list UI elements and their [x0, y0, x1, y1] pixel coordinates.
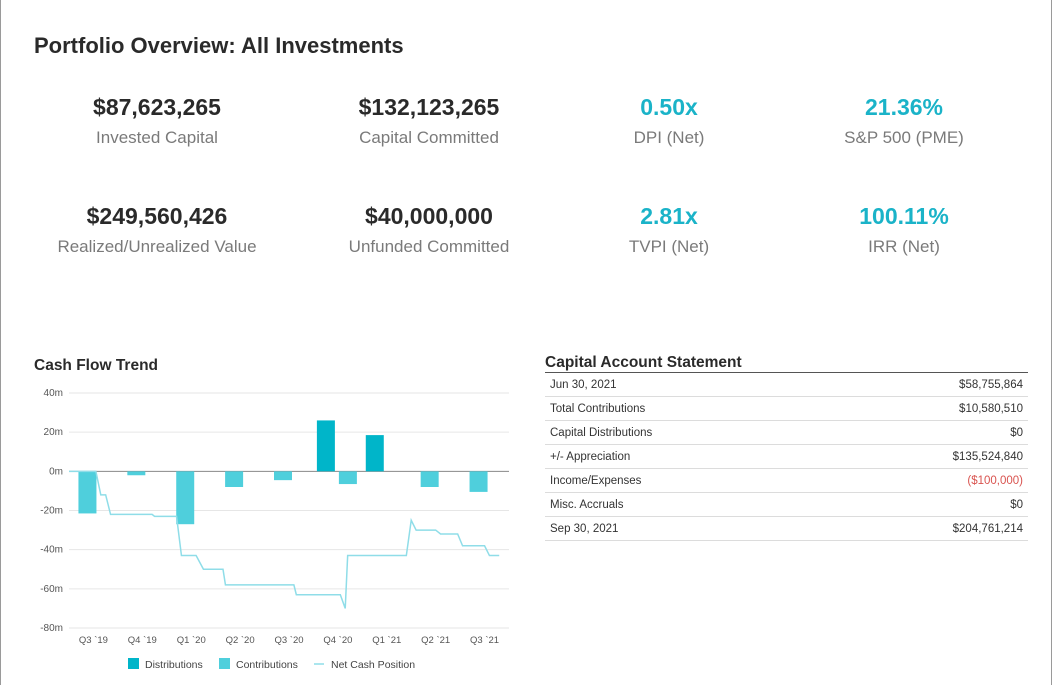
table-row: +/- Appreciation $135,524,840 [545, 445, 1028, 469]
y-tick-label: 40m [44, 388, 63, 399]
x-tick-label: Q3 `21 [470, 635, 499, 646]
legend-swatch [219, 658, 230, 669]
kpi-value: $87,623,265 [93, 94, 221, 120]
x-tick-label: Q4 `20 [323, 635, 352, 646]
kpi-label: Unfunded Committed [348, 237, 510, 256]
net-cash-line [69, 470, 500, 609]
row-label: Income/Expenses [550, 474, 642, 487]
distribution-bar [316, 420, 335, 472]
table-row: Total Contributions $10,580,510 [545, 397, 1028, 421]
y-tick-label: 20m [44, 427, 63, 438]
row-label: Misc. Accruals [550, 498, 624, 511]
page-title: Portfolio Overview: All Investments [34, 33, 404, 58]
kpi-value: $40,000,000 [365, 203, 493, 229]
legend-label: Net Cash Position [331, 659, 415, 671]
y-tick-label: -40m [40, 545, 63, 556]
kpi-label: DPI (Net) [633, 128, 705, 147]
x-tick-label: Q4 `19 [128, 635, 157, 646]
kpi-label: S&P 500 (PME) [844, 128, 964, 147]
kpi-value: 2.81x [640, 203, 698, 229]
row-value: $58,755,864 [959, 378, 1023, 391]
legend-swatch [128, 658, 139, 669]
x-tick-label: Q2 `20 [226, 635, 255, 646]
cash-flow-title: Cash Flow Trend [34, 357, 159, 374]
table-row: Income/Expenses ($100,000) [545, 469, 1028, 493]
kpi-unfunded-committed: $40,000,000 Unfunded Committed [299, 203, 559, 257]
cash-flow-chart: 40m 20m 0m -20m -40m -60m -80m Q3 `19 Q4 `19 Q1 `… [40, 388, 509, 671]
row-value-negative: ($100,000) [967, 474, 1023, 487]
kpi-label: Invested Capital [96, 128, 218, 147]
kpi-sp500-pme: 21.36% S&P 500 (PME) [774, 94, 1034, 148]
row-value: $135,524,840 [952, 450, 1023, 463]
legend-label: Contributions [236, 659, 298, 671]
y-tick-label: -20m [40, 506, 63, 517]
contribution-bar [469, 471, 488, 492]
row-label: Capital Distributions [550, 426, 653, 439]
contribution-bar [420, 471, 439, 487]
kpi-invested-capital: $87,623,265 Invested Capital [27, 94, 287, 148]
contribution-bar [225, 471, 244, 487]
row-label: Total Contributions [550, 402, 646, 415]
x-tick-label: Q2 `21 [421, 635, 450, 646]
row-value: $10,580,510 [959, 402, 1023, 415]
contribution-bar [338, 471, 357, 485]
x-tick-label: Q3 `19 [79, 635, 108, 646]
table-row: Misc. Accruals $0 [545, 493, 1028, 517]
row-label: Sep 30, 2021 [550, 522, 619, 535]
kpi-tvpi-net: 2.81x TVPI (Net) [539, 203, 799, 257]
kpi-value: 21.36% [864, 94, 943, 120]
table-row: Jun 30, 2021 $58,755,864 [545, 373, 1028, 397]
row-label: +/- Appreciation [550, 450, 631, 463]
y-tick-label: -80m [40, 623, 63, 634]
kpi-label: Capital Committed [359, 128, 499, 147]
table-row: Sep 30, 2021 $204,761,214 [545, 517, 1028, 541]
kpi-realized-unrealized-value: $249,560,426 Realized/Unrealized Value [27, 203, 287, 257]
x-tick-label: Q1 `21 [372, 635, 401, 646]
contribution-bar [78, 471, 97, 514]
kpi-value: 100.11% [859, 203, 949, 229]
kpi-dpi-net: 0.50x DPI (Net) [539, 94, 799, 148]
row-value: $0 [1010, 426, 1023, 439]
x-tick-label: Q3 `20 [274, 635, 303, 646]
legend-label: Distributions [145, 659, 203, 671]
kpi-capital-committed: $132,123,265 Capital Committed [299, 94, 559, 148]
row-value: $0 [1010, 498, 1023, 511]
row-label: Jun 30, 2021 [550, 378, 617, 391]
row-value: $204,761,214 [952, 522, 1023, 535]
x-tick-label: Q1 `20 [177, 635, 206, 646]
kpi-label: Realized/Unrealized Value [57, 237, 257, 256]
capital-account-table: Jun 30, 2021 $58,755,864 Total Contribut… [545, 372, 1028, 541]
contribution-bar [127, 471, 146, 476]
statement-title: Capital Account Statement [545, 354, 742, 371]
y-tick-label: -60m [40, 584, 63, 595]
kpi-irr-net: 100.11% IRR (Net) [774, 203, 1034, 257]
kpi-label: TVPI (Net) [628, 237, 710, 256]
kpi-value: $249,560,426 [86, 203, 228, 229]
distribution-bar [365, 435, 384, 472]
y-tick-label: 0m [49, 466, 63, 477]
kpi-value: $132,123,265 [358, 94, 500, 120]
table-row: Capital Distributions $0 [545, 421, 1028, 445]
contribution-bar [274, 471, 292, 481]
kpi-value: 0.50x [640, 94, 698, 120]
kpi-label: IRR (Net) [868, 237, 940, 256]
contribution-bar [176, 471, 195, 525]
